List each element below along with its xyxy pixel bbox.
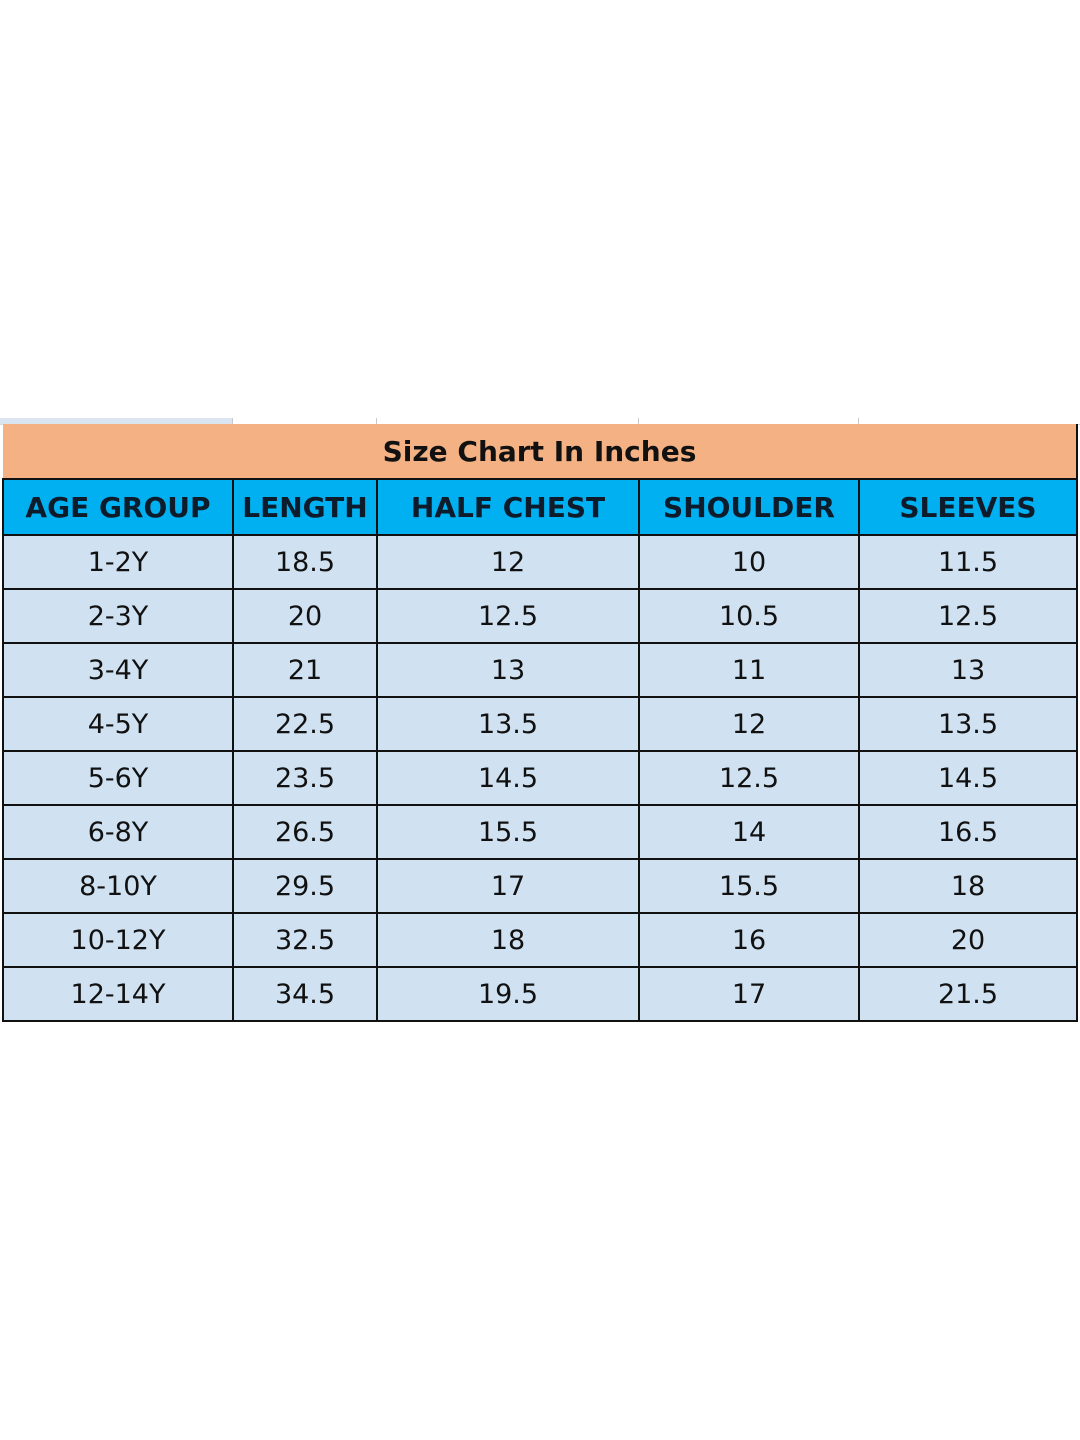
table-cell: 12 [376, 534, 640, 590]
column-header-sleeves: SLEEVES [858, 478, 1078, 536]
table-cell: 32.5 [232, 912, 378, 968]
table-cell: 21.5 [858, 966, 1078, 1022]
table-cell: 12 [638, 696, 860, 752]
table-cell: 10-12Y [2, 912, 234, 968]
table-row: 12-14Y 34.5 19.5 17 21.5 [2, 966, 1078, 1022]
column-header-age-group: AGE GROUP [2, 478, 234, 536]
table-body: 1-2Y 18.5 12 10 11.5 2-3Y 20 12.5 10.5 12.5 3-4Y 21… [2, 534, 1078, 1022]
table-cell: 13 [858, 642, 1078, 698]
table-cell: 17 [376, 858, 640, 914]
table-cell: 23.5 [232, 750, 378, 806]
table-title: Size Chart In Inches [3, 424, 1078, 480]
table-cell: 8-10Y [2, 858, 234, 914]
table-cell: 29.5 [232, 858, 378, 914]
table-cell: 26.5 [232, 804, 378, 860]
table-row: 10-12Y 32.5 18 16 20 [2, 912, 1078, 968]
table-cell: 18 [858, 858, 1078, 914]
table-cell: 3-4Y [2, 642, 234, 698]
table-cell: 11 [638, 642, 860, 698]
header-row: AGE GROUP LENGTH HALF CHEST SHOULDER SLEEVES [2, 478, 1078, 536]
column-divider [638, 418, 639, 424]
table-cell: 1-2Y [2, 534, 234, 590]
column-header-half-chest: HALF CHEST [376, 478, 640, 536]
selected-column-highlight [0, 418, 232, 424]
table-cell: 14.5 [858, 750, 1078, 806]
column-header-length: LENGTH [232, 478, 378, 536]
table-cell: 6-8Y [2, 804, 234, 860]
table-cell: 12.5 [376, 588, 640, 644]
table-cell: 14.5 [376, 750, 640, 806]
table-row: 2-3Y 20 12.5 10.5 12.5 [2, 588, 1078, 644]
table-row: 4-5Y 22.5 13.5 12 13.5 [2, 696, 1078, 752]
column-divider [376, 418, 377, 424]
column-divider [232, 418, 233, 424]
table-cell: 15.5 [376, 804, 640, 860]
column-header-shoulder: SHOULDER [638, 478, 860, 536]
column-divider [858, 418, 859, 424]
table-row: 5-6Y 23.5 14.5 12.5 14.5 [2, 750, 1078, 806]
table-row: 8-10Y 29.5 17 15.5 18 [2, 858, 1078, 914]
table-row: 1-2Y 18.5 12 10 11.5 [2, 534, 1078, 590]
table-cell: 13 [376, 642, 640, 698]
size-chart-table: Size Chart In Inches AGE GROUP LENGTH HALF… [2, 424, 1078, 1022]
table-cell: 22.5 [232, 696, 378, 752]
table-cell: 10 [638, 534, 860, 590]
table-cell: 16.5 [858, 804, 1078, 860]
table-cell: 15.5 [638, 858, 860, 914]
table-cell: 10.5 [638, 588, 860, 644]
table-cell: 2-3Y [2, 588, 234, 644]
table-row: 3-4Y 21 13 11 13 [2, 642, 1078, 698]
table-cell: 20 [858, 912, 1078, 968]
table-cell: 5-6Y [2, 750, 234, 806]
table-cell: 13.5 [858, 696, 1078, 752]
table-cell: 12-14Y [2, 966, 234, 1022]
table-cell: 19.5 [376, 966, 640, 1022]
table-cell: 21 [232, 642, 378, 698]
title-row: Size Chart In Inches [3, 424, 1078, 480]
table-cell: 17 [638, 966, 860, 1022]
table-cell: 12.5 [858, 588, 1078, 644]
table-cell: 4-5Y [2, 696, 234, 752]
table-cell: 16 [638, 912, 860, 968]
table-cell: 12.5 [638, 750, 860, 806]
table-cell: 20 [232, 588, 378, 644]
table-cell: 13.5 [376, 696, 640, 752]
table-row: 6-8Y 26.5 15.5 14 16.5 [2, 804, 1078, 860]
table-cell: 34.5 [232, 966, 378, 1022]
table-cell: 18.5 [232, 534, 378, 590]
table-cell: 14 [638, 804, 860, 860]
table-cell: 18 [376, 912, 640, 968]
table-cell: 11.5 [858, 534, 1078, 590]
